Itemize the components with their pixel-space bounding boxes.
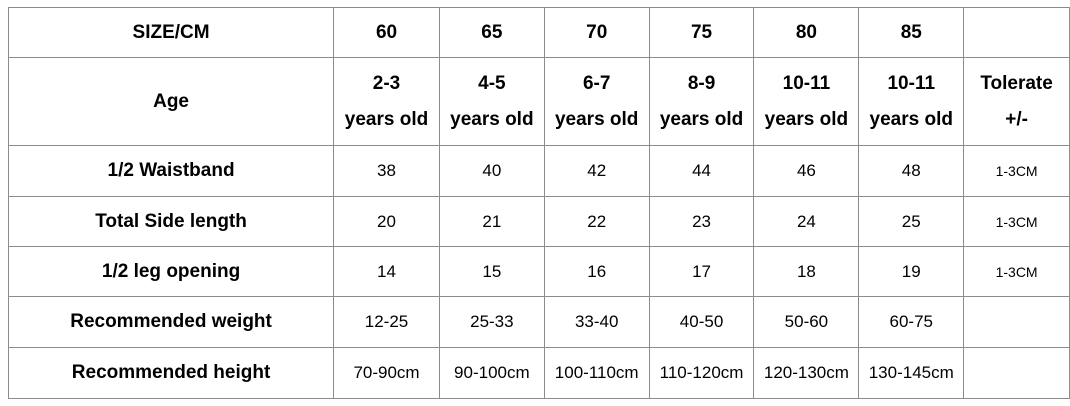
table-cell: 12-25 <box>333 296 440 348</box>
table-cell: 22 <box>543 196 650 247</box>
table-cell: Recommended weight <box>7 296 335 348</box>
cell-line: 2-3 <box>372 72 401 94</box>
size-table: SIZE/CM 60 65 70 75 80 85 Age 2-3 years old 4-5 yea… <box>7 7 1070 399</box>
table-cell: 85 <box>858 7 965 58</box>
cell-line: years old <box>450 108 534 130</box>
table-cell: 42 <box>543 145 650 197</box>
table-row: Recommended height 70-90cm 90-100cm 100-110… <box>7 347 1070 399</box>
table-cell: 1/2 leg opening <box>7 246 335 297</box>
table-cell: 25-33 <box>438 296 545 348</box>
table-cell: 70 <box>543 7 650 58</box>
table-cell <box>963 296 1070 348</box>
table-cell: 50-60 <box>753 296 860 348</box>
table-row: SIZE/CM 60 65 70 75 80 85 <box>7 7 1070 58</box>
cell-line: 4-5 <box>478 72 506 94</box>
table-cell: 46 <box>753 145 860 197</box>
table-cell: 60-75 <box>858 296 965 348</box>
table-cell: Age <box>7 57 335 146</box>
table-cell: 14 <box>333 246 440 297</box>
table-cell: 24 <box>753 196 860 247</box>
table-row: Age 2-3 years old 4-5 years old 6-7 years old 8… <box>7 57 1070 146</box>
table-cell: 110-120cm <box>648 347 755 399</box>
cell-line: +/- <box>1005 108 1028 130</box>
table-cell: 40-50 <box>648 296 755 348</box>
table-cell: 100-110cm <box>543 347 650 399</box>
table-row: Total Side length 20 21 22 23 24 25 1-3CM <box>7 196 1070 247</box>
table-cell: 19 <box>858 246 965 297</box>
table-row: 1/2 Waistband 38 40 42 44 46 48 1-3CM <box>7 145 1070 197</box>
table-cell: 17 <box>648 246 755 297</box>
table-row: 1/2 leg opening 14 15 16 17 18 19 1-3CM <box>7 246 1070 297</box>
table-cell: 65 <box>438 7 545 58</box>
table-row: Recommended weight 12-25 25-33 33-40 40-50 50… <box>7 296 1070 348</box>
table-cell: 1/2 Waistband <box>7 145 335 197</box>
table-cell: 6-7 years old <box>543 57 650 146</box>
cell-line: 10-11 <box>782 72 831 94</box>
table-cell: 8-9 years old <box>648 57 755 146</box>
table-cell: 1-3CM <box>963 145 1070 197</box>
cell-line: years old <box>764 108 849 130</box>
table-cell: 120-130cm <box>753 347 860 399</box>
table-cell: Tolerate +/- <box>963 57 1070 146</box>
cell-line: years old <box>659 108 744 130</box>
table-cell: 21 <box>438 196 545 247</box>
table-cell: 2-3 years old <box>333 57 440 146</box>
table-cell: 10-11 years old <box>753 57 860 146</box>
table-cell: 15 <box>438 246 545 297</box>
table-cell: 4-5 years old <box>438 57 545 146</box>
cell-line: 6-7 <box>582 72 611 94</box>
cell-line: years old <box>869 108 953 130</box>
table-cell: 25 <box>858 196 965 247</box>
table-cell: Total Side length <box>7 196 335 247</box>
table-cell: 1-3CM <box>963 246 1070 297</box>
cell-line: years old <box>344 108 429 130</box>
table-cell: 44 <box>648 145 755 197</box>
table-cell: 70-90cm <box>333 347 440 399</box>
table-cell: 90-100cm <box>438 347 545 399</box>
table-cell <box>963 7 1070 58</box>
table-cell: 75 <box>648 7 755 58</box>
table-cell: Recommended height <box>7 347 335 399</box>
table-cell <box>963 347 1070 399</box>
cell-line: Tolerate <box>980 72 1053 94</box>
table-cell: 130-145cm <box>858 347 965 399</box>
cell-line: 10-11 <box>887 72 936 94</box>
table-cell: 18 <box>753 246 860 297</box>
table-cell: 60 <box>333 7 440 58</box>
cell-line: years old <box>554 108 639 130</box>
table-cell: 48 <box>858 145 965 197</box>
table-cell: 38 <box>333 145 440 197</box>
table-cell: 20 <box>333 196 440 247</box>
table-cell: SIZE/CM <box>7 7 335 58</box>
table-cell: 10-11 years old <box>858 57 965 146</box>
table-cell: 1-3CM <box>963 196 1070 247</box>
table-cell: 40 <box>438 145 545 197</box>
table-cell: 80 <box>753 7 860 58</box>
cell-line: 8-9 <box>687 72 716 94</box>
table-cell: 23 <box>648 196 755 247</box>
table-cell: 16 <box>543 246 650 297</box>
table-cell: 33-40 <box>543 296 650 348</box>
